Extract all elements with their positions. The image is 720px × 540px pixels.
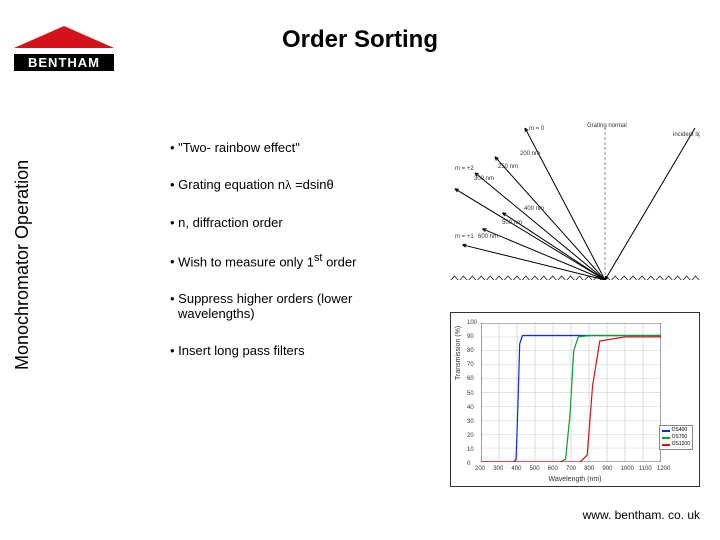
logo-text: BENTHAM (14, 54, 114, 71)
svg-text:600 nm: 600 nm (478, 234, 498, 240)
chart-xtick: 600 (548, 466, 558, 472)
chart-xtick: 400 (511, 466, 521, 472)
chart-ytick: 20 (467, 433, 474, 439)
page-title: Order Sorting (0, 26, 720, 54)
chart-ytick: 80 (467, 348, 474, 354)
chart-ytick: 50 (467, 391, 474, 397)
grating-diagram: Grating normal incident light m = 0 m = +23… (450, 120, 700, 280)
svg-text:400 nm: 400 nm (524, 206, 544, 212)
chart-xtick: 1200 (657, 466, 670, 472)
svg-text:Grating normal: Grating normal (587, 123, 627, 129)
bullet-item: Wish to measure only 1st order (170, 252, 420, 269)
chart-ytick: 10 (467, 447, 474, 453)
svg-text:m = +1: m = +1 (455, 234, 474, 240)
chart-ylabel: Transmission (%) (455, 325, 462, 379)
bullet-list: "Two- rainbow effect" Grating equation nλ… (170, 140, 420, 380)
svg-text:250 nm: 250 nm (498, 164, 518, 170)
svg-text:500 nm: 500 nm (502, 220, 522, 226)
bullet-item: Grating equation nλ =dsinθ (170, 177, 420, 193)
chart-xtick: 300 (493, 466, 503, 472)
chart-ytick: 70 (467, 362, 474, 368)
chart-legend: OS400OS700OS1200 (659, 425, 693, 450)
chart-ytick: 90 (467, 334, 474, 340)
filter-transmission-chart: Transmission (%) Wavelength (nm) OS400OS… (450, 312, 700, 487)
chart-xtick: 1000 (621, 466, 634, 472)
svg-text:200 nm: 200 nm (520, 151, 540, 157)
chart-xtick: 500 (530, 466, 540, 472)
bullet-item: "Two- rainbow effect" (170, 140, 420, 155)
bullet-item: Suppress higher orders (lower wavelength… (170, 291, 420, 321)
chart-xtick: 200 (475, 466, 485, 472)
chart-ytick: 40 (467, 405, 474, 411)
chart-ytick: 30 (467, 419, 474, 425)
bullet-item: Insert long pass filters (170, 343, 420, 358)
svg-text:m = 0: m = 0 (529, 126, 545, 132)
svg-text:incident light: incident light (673, 132, 700, 138)
chart-plot-area (481, 323, 661, 462)
svg-text:300 nm: 300 nm (474, 176, 494, 182)
chart-xtick: 1100 (639, 466, 652, 472)
chart-ytick: 0 (467, 461, 470, 467)
svg-text:m = +2: m = +2 (455, 166, 474, 172)
side-label: Monochromator Operation (12, 160, 33, 370)
chart-xtick: 800 (584, 466, 594, 472)
chart-ytick: 60 (467, 376, 474, 382)
chart-xtick: 700 (566, 466, 576, 472)
legend-item: OS700 (662, 434, 690, 441)
bullet-item: n, diffraction order (170, 215, 420, 230)
chart-xtick: 900 (602, 466, 612, 472)
legend-item: OS1200 (662, 441, 690, 448)
legend-item: OS400 (662, 427, 690, 434)
chart-xlabel: Wavelength (nm) (451, 476, 699, 483)
chart-ytick: 100 (467, 320, 477, 326)
footer-url: www. bentham. co. uk (583, 508, 700, 522)
